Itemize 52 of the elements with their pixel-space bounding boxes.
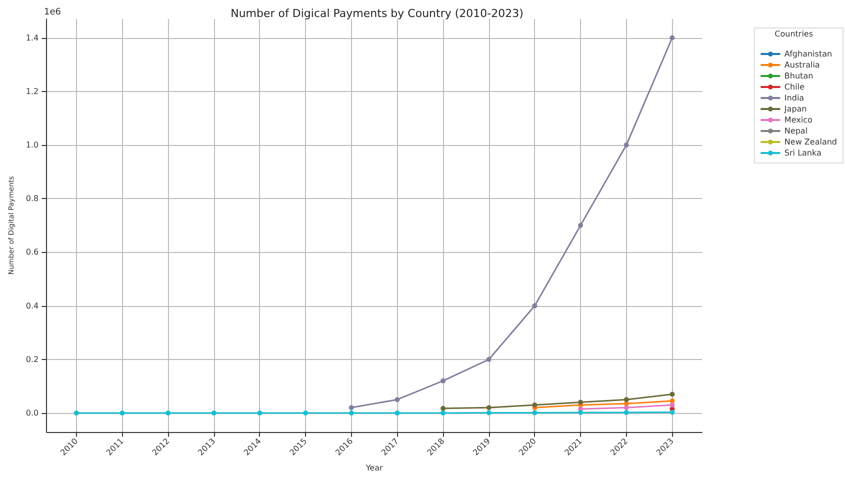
y-tick-label: 0.4	[26, 301, 39, 310]
point	[670, 410, 675, 415]
point	[166, 410, 171, 416]
y-tick-label: 1.0	[26, 140, 39, 150]
point	[486, 405, 492, 410]
legend-label: New Zealand	[784, 138, 838, 146]
point	[120, 410, 125, 416]
point	[74, 410, 79, 416]
legend-label: Afghanistan	[784, 50, 832, 58]
point	[486, 356, 492, 362]
y-tick-label: 1.2	[26, 86, 39, 96]
legend-label: Australia	[784, 60, 820, 70]
y-tick-label: 0.2	[26, 354, 39, 364]
point	[440, 378, 446, 384]
point	[348, 410, 354, 416]
point	[440, 410, 446, 416]
point	[578, 410, 584, 415]
legend-label: Japan	[783, 104, 807, 114]
chart-title: Number of Digical Payments by Country (2010-2023)	[230, 7, 524, 20]
point	[440, 406, 446, 411]
point	[257, 410, 262, 416]
point	[670, 35, 675, 40]
legend-title: Countries	[774, 30, 813, 38]
legend-label: Chile	[784, 82, 805, 92]
point	[624, 142, 629, 148]
y-tick-label: 1.4	[26, 33, 39, 42]
y-tick-label: 0.0	[26, 408, 39, 418]
point	[211, 410, 216, 416]
point	[670, 392, 675, 397]
point	[624, 410, 629, 415]
point	[670, 402, 675, 408]
legend-label: India	[784, 94, 804, 102]
point	[532, 402, 538, 408]
point	[532, 303, 538, 308]
point	[578, 222, 584, 228]
point	[303, 410, 308, 416]
legend-label: Sri Lanka	[784, 148, 822, 158]
text: 1e6	[44, 8, 62, 18]
legend-label: Bhutan	[784, 72, 814, 80]
point	[394, 397, 400, 402]
point	[578, 400, 584, 405]
y-tick-label: 0.8	[26, 194, 39, 204]
legend-label: Nepal	[784, 126, 808, 136]
point	[624, 405, 629, 410]
point	[394, 410, 400, 416]
point	[486, 410, 492, 416]
point	[348, 405, 354, 410]
x-axis-title: Year	[364, 464, 384, 472]
y-tick-label: 0.6	[26, 248, 39, 257]
legend-label: Mexico	[784, 116, 812, 124]
point	[532, 410, 538, 416]
point	[624, 397, 629, 402]
